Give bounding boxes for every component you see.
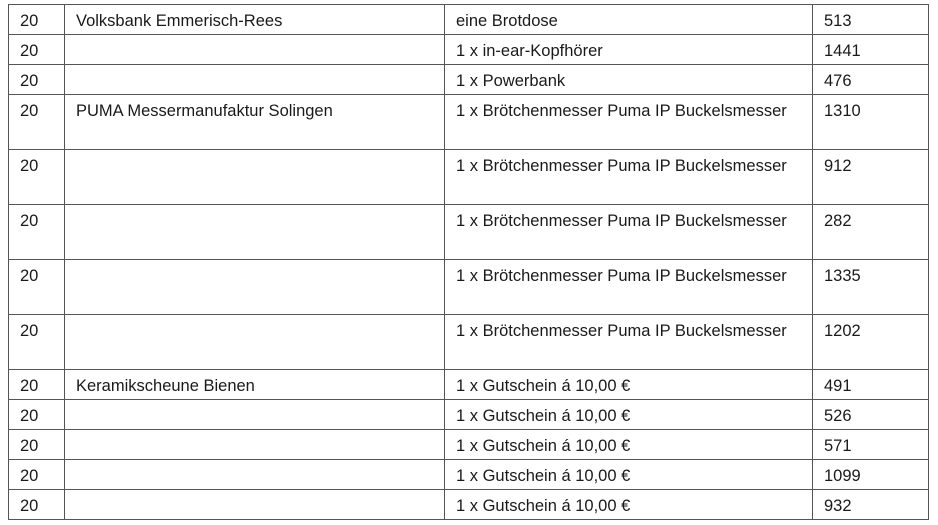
qty-cell: 20 bbox=[8, 34, 65, 65]
number-cell: 491 bbox=[812, 369, 929, 400]
donor-cell bbox=[64, 489, 445, 520]
item-cell: 1 x Brötchenmesser Puma IP Buckelsmesser bbox=[444, 314, 813, 370]
donor-cell bbox=[64, 149, 445, 205]
number-cell: 513 bbox=[812, 4, 929, 35]
item-cell: 1 x Gutschein á 10,00 € bbox=[444, 429, 813, 460]
table-row: 20 1 x Brötchenmesser Puma IP Buckelsmess… bbox=[8, 259, 929, 315]
item-cell: 1 x Brötchenmesser Puma IP Buckelsmesser bbox=[444, 94, 813, 150]
donor-cell bbox=[64, 399, 445, 430]
donor-cell bbox=[64, 64, 445, 95]
item-cell: 1 x in-ear-Kopfhörer bbox=[444, 34, 813, 65]
qty-cell: 20 bbox=[8, 489, 65, 520]
donor-cell bbox=[64, 204, 445, 260]
qty-cell: 20 bbox=[8, 64, 65, 95]
table-row: 20 Keramikscheune Bienen 1 x Gutschein á 1… bbox=[8, 369, 929, 400]
qty-cell: 20 bbox=[8, 149, 65, 205]
qty-cell: 20 bbox=[8, 259, 65, 315]
item-cell: 1 x Brötchenmesser Puma IP Buckelsmesser bbox=[444, 204, 813, 260]
qty-cell: 20 bbox=[8, 369, 65, 400]
item-cell: 1 x Gutschein á 10,00 € bbox=[444, 369, 813, 400]
item-cell: 1 x Gutschein á 10,00 € bbox=[444, 489, 813, 520]
qty-cell: 20 bbox=[8, 459, 65, 490]
item-cell: 1 x Powerbank bbox=[444, 64, 813, 95]
qty-cell: 20 bbox=[8, 429, 65, 460]
donor-cell bbox=[64, 314, 445, 370]
qty-cell: 20 bbox=[8, 314, 65, 370]
qty-cell: 20 bbox=[8, 4, 65, 35]
qty-cell: 20 bbox=[8, 399, 65, 430]
donor-cell bbox=[64, 34, 445, 65]
table-row: 20 PUMA Messermanufaktur Solingen 1 x Bröt… bbox=[8, 94, 929, 150]
table-row: 20 1 x Brötchenmesser Puma IP Buckelsmess… bbox=[8, 314, 929, 370]
number-cell: 1310 bbox=[812, 94, 929, 150]
table-row: 20 1 x Gutschein á 10,00 €526 bbox=[8, 399, 929, 430]
donor-cell bbox=[64, 429, 445, 460]
number-cell: 1099 bbox=[812, 459, 929, 490]
donor-cell: PUMA Messermanufaktur Solingen bbox=[64, 94, 445, 150]
donor-cell: Volksbank Emmerisch-Rees bbox=[64, 4, 445, 35]
number-cell: 282 bbox=[812, 204, 929, 260]
number-cell: 912 bbox=[812, 149, 929, 205]
number-cell: 1202 bbox=[812, 314, 929, 370]
number-cell: 1335 bbox=[812, 259, 929, 315]
table-row: 20 1 x Brötchenmesser Puma IP Buckelsmess… bbox=[8, 149, 929, 205]
table-row: 20 1 x Brötchenmesser Puma IP Buckelsmess… bbox=[8, 204, 929, 260]
prize-table: 20 Volksbank Emmerisch-Rees eine Brotdose 5… bbox=[8, 4, 929, 520]
qty-cell: 20 bbox=[8, 204, 65, 260]
qty-cell: 20 bbox=[8, 94, 65, 150]
prize-table-body: 20 Volksbank Emmerisch-Rees eine Brotdose 5… bbox=[8, 4, 929, 520]
table-row: 20 1 x Gutschein á 10,00 €932 bbox=[8, 489, 929, 520]
number-cell: 1441 bbox=[812, 34, 929, 65]
number-cell: 932 bbox=[812, 489, 929, 520]
table-row: 20 1 x Gutschein á 10,00 €1099 bbox=[8, 459, 929, 490]
donor-cell bbox=[64, 459, 445, 490]
number-cell: 476 bbox=[812, 64, 929, 95]
donor-cell: Keramikscheune Bienen bbox=[64, 369, 445, 400]
table-row: 20 Volksbank Emmerisch-Rees eine Brotdose 5… bbox=[8, 4, 929, 35]
item-cell: 1 x Brötchenmesser Puma IP Buckelsmesser bbox=[444, 149, 813, 205]
item-cell: 1 x Brötchenmesser Puma IP Buckelsmesser bbox=[444, 259, 813, 315]
number-cell: 526 bbox=[812, 399, 929, 430]
item-cell: 1 x Gutschein á 10,00 € bbox=[444, 459, 813, 490]
item-cell: eine Brotdose bbox=[444, 4, 813, 35]
number-cell: 571 bbox=[812, 429, 929, 460]
item-cell: 1 x Gutschein á 10,00 € bbox=[444, 399, 813, 430]
table-row: 20 1 x Powerbank 476 bbox=[8, 64, 929, 95]
donor-cell bbox=[64, 259, 445, 315]
table-row: 20 1 x Gutschein á 10,00 €571 bbox=[8, 429, 929, 460]
table-row: 20 1 x in-ear-Kopfhörer 1441 bbox=[8, 34, 929, 65]
